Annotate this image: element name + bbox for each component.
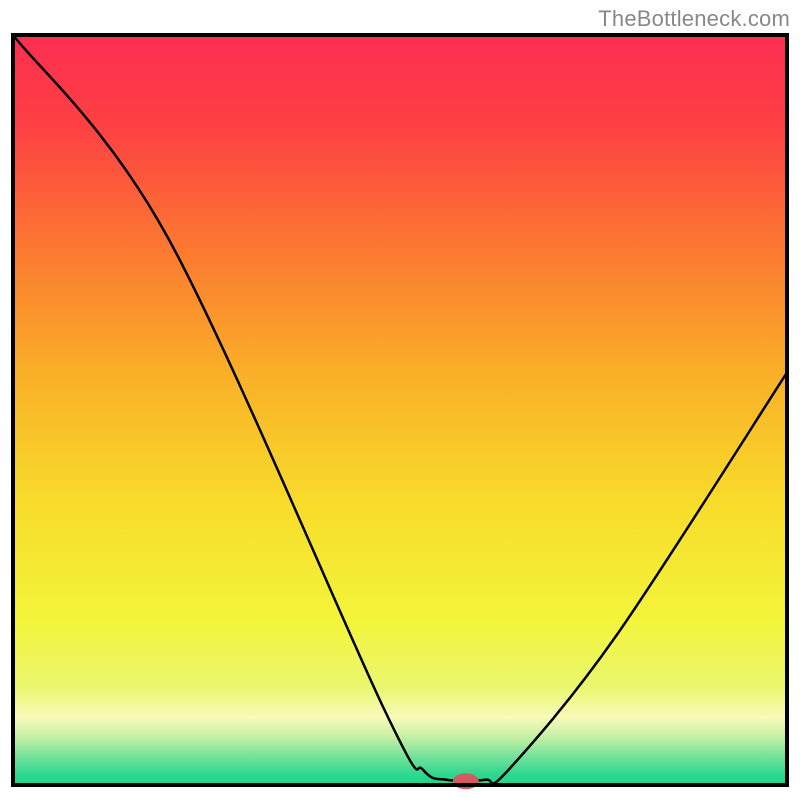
chart-svg — [0, 0, 800, 800]
watermark-text: TheBottleneck.com — [598, 6, 790, 32]
bottleneck-chart-frame: TheBottleneck.com — [0, 0, 800, 800]
plot-background — [13, 35, 787, 785]
